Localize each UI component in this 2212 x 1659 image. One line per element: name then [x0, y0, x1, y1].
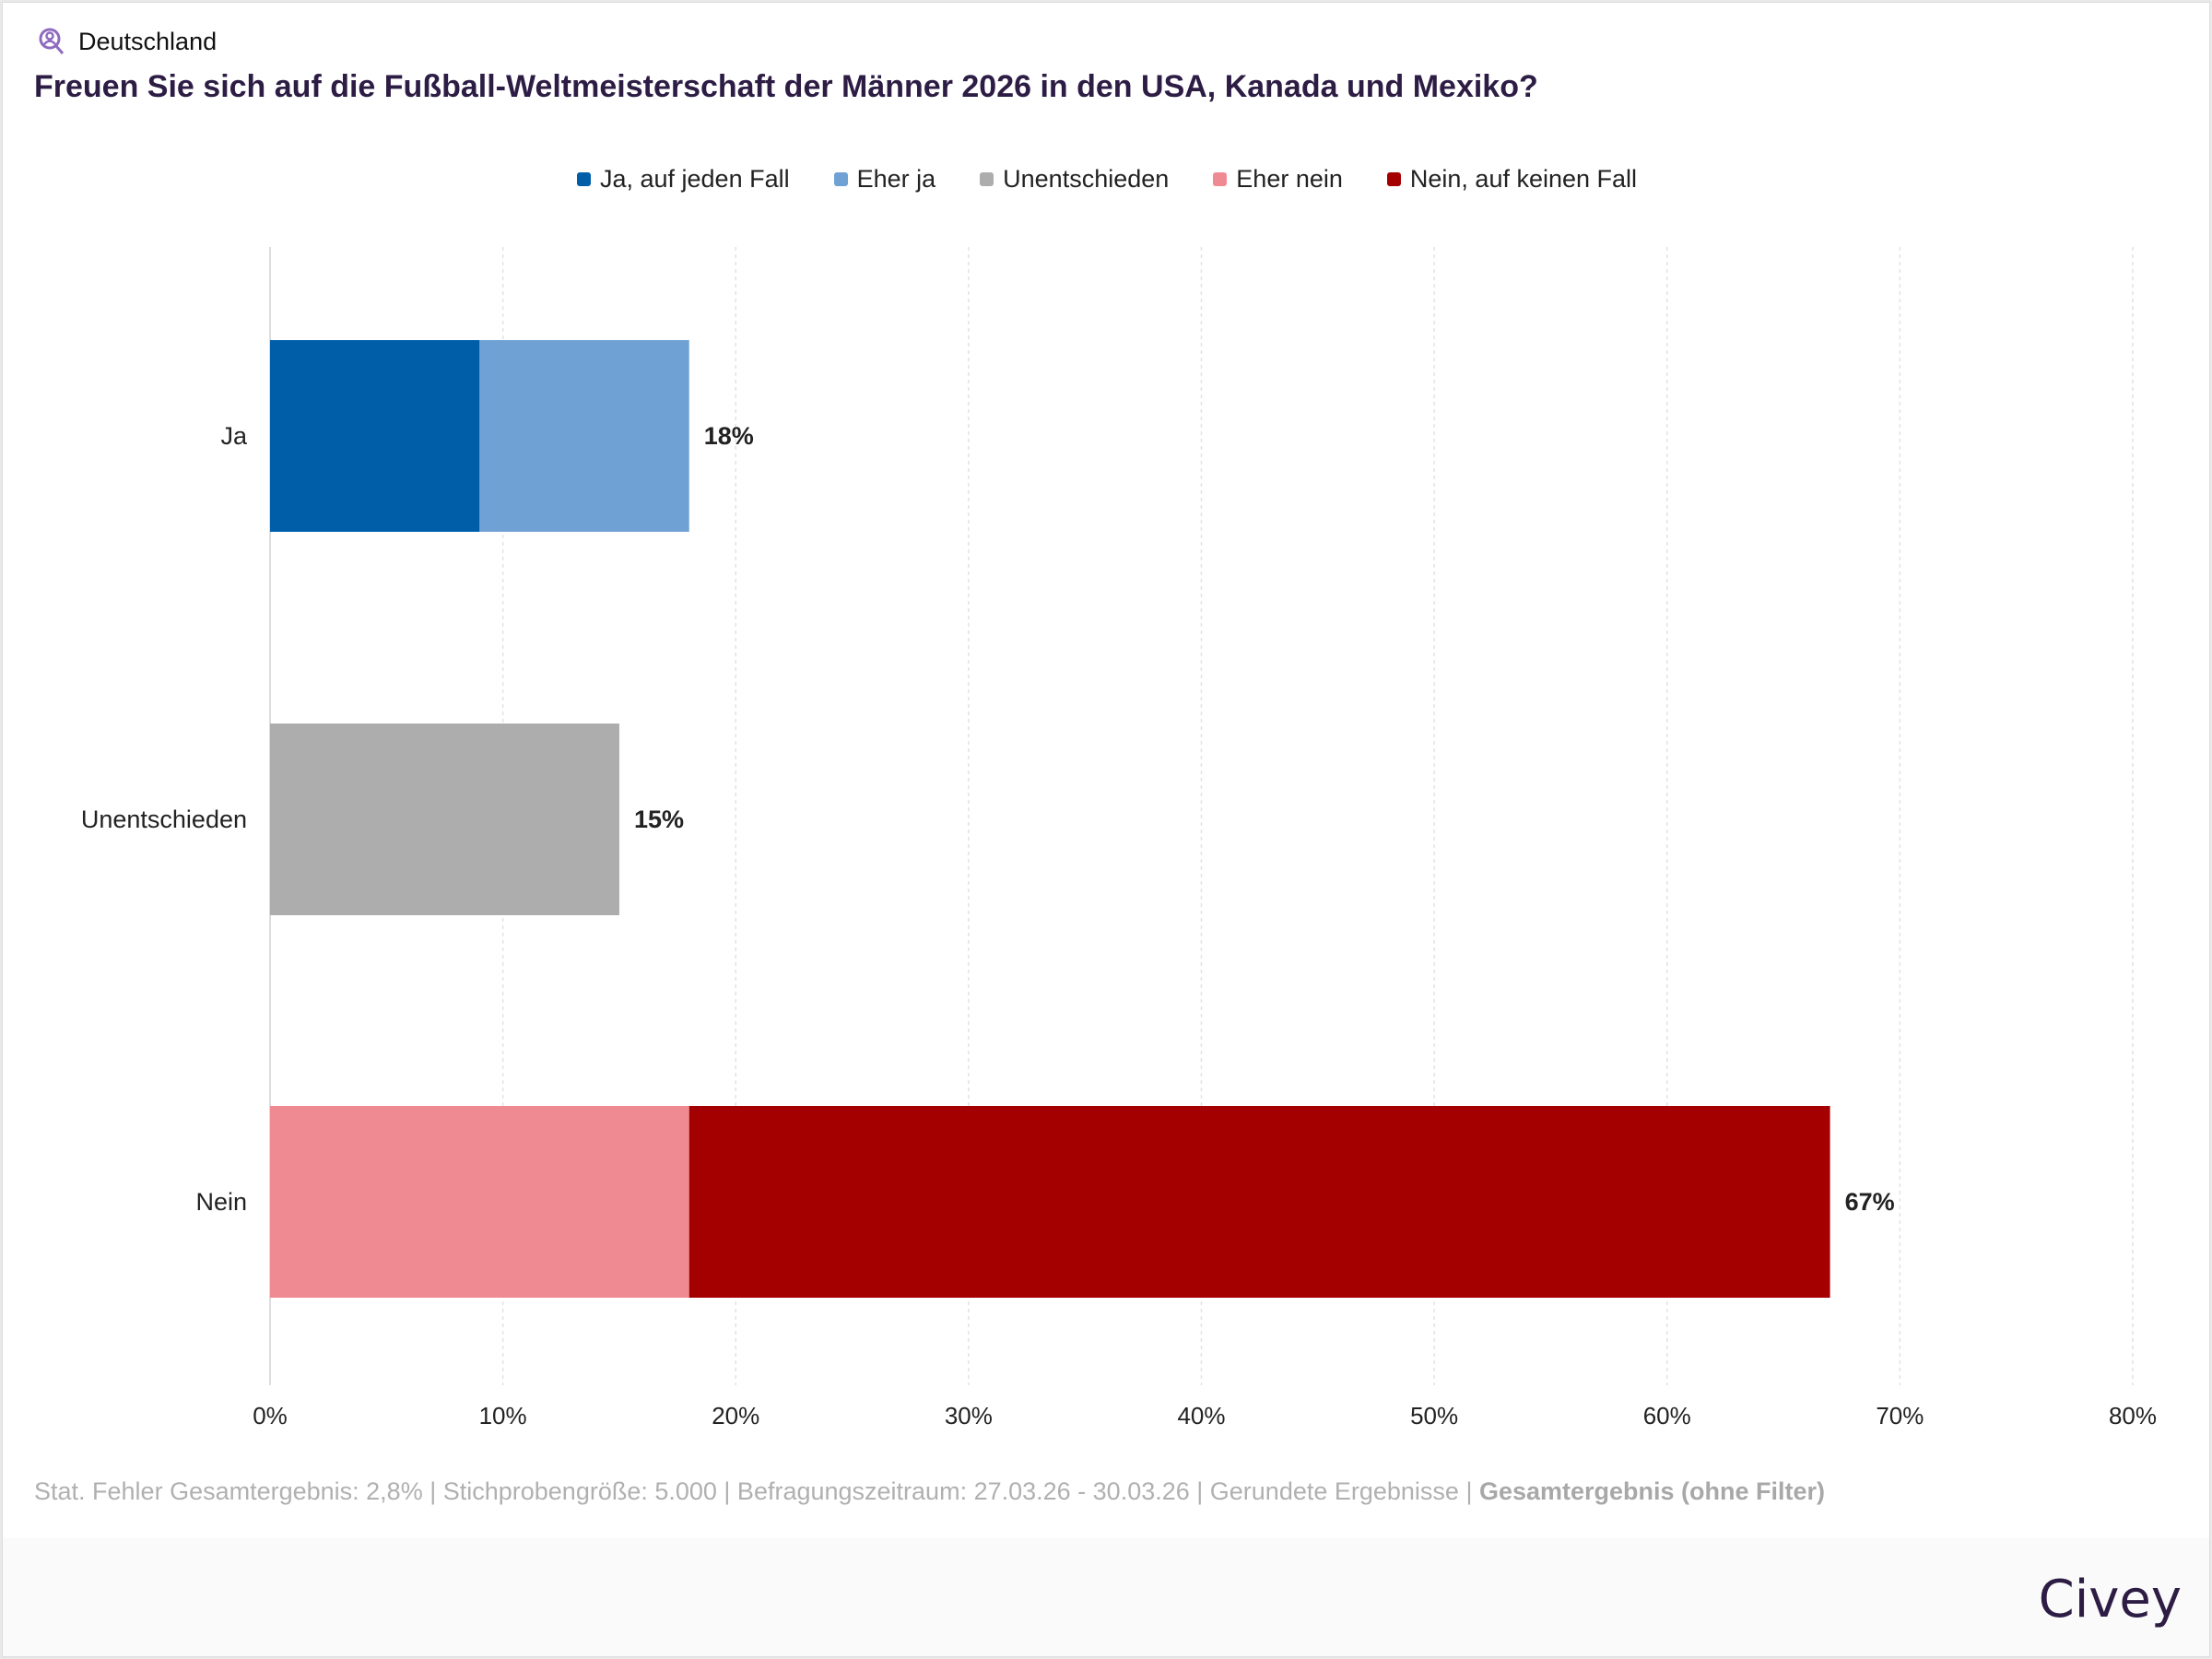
legend-item[interactable]: Eher nein — [1213, 165, 1343, 194]
bar-segment — [479, 340, 689, 532]
legend-label: Nein, auf keinen Fall — [1409, 165, 1638, 193]
x-tick-label: 50% — [1410, 1402, 1458, 1430]
x-tick-label: 30% — [945, 1402, 993, 1430]
footer-text: Stat. Fehler Gesamtergebnis: 2,8% | Stic… — [34, 1477, 1479, 1505]
legend-item[interactable]: Nein, auf keinen Fall — [1386, 165, 1638, 194]
legend-item[interactable]: Ja, auf jeden Fall — [576, 165, 790, 194]
bar-chart: 0% 10% 20% 30% 40% 50% 60% 70% 80% Ja 18% Unentschi… — [81, 247, 2157, 1430]
legend-swatch — [1213, 172, 1228, 186]
region-label: Deutschland — [38, 27, 217, 56]
legend: Ja, auf jeden Fall Eher ja Unentschieden Eh… — [3, 165, 2211, 194]
bar-segment — [270, 340, 480, 532]
legend-label: Eher nein — [1236, 165, 1343, 193]
legend-swatch — [576, 172, 591, 186]
x-tick-label: 60% — [1643, 1402, 1691, 1430]
bar-segment — [270, 724, 619, 915]
x-tick-label: 0% — [253, 1402, 288, 1430]
footer-band — [3, 1538, 2209, 1656]
footer-note: Stat. Fehler Gesamtergebnis: 2,8% | Stic… — [34, 1477, 1825, 1506]
x-tick-label: 40% — [1177, 1402, 1225, 1430]
legend-swatch — [1386, 172, 1401, 186]
legend-label: Ja, auf jeden Fall — [599, 165, 790, 193]
bar-segment — [688, 1106, 1830, 1298]
region-text: Deutschland — [78, 27, 218, 55]
total-label: 67% — [1845, 1188, 1895, 1216]
x-tick-label: 20% — [712, 1402, 759, 1430]
category-label: Unentschieden — [81, 806, 247, 833]
person-search-icon — [39, 28, 65, 54]
legend-item[interactable]: Unentschieden — [980, 165, 1169, 194]
category-label: Ja — [220, 422, 248, 450]
bar-segment — [270, 1106, 689, 1298]
x-tick-label: 70% — [1876, 1402, 1924, 1430]
chart-title: Freuen Sie sich auf die Fußball-Weltmeis… — [34, 69, 1538, 104]
category-label: Nein — [195, 1188, 247, 1216]
total-label: 15% — [634, 806, 684, 833]
legend-swatch — [833, 172, 848, 186]
x-tick-label: 10% — [479, 1402, 527, 1430]
legend-label: Unentschieden — [1003, 165, 1170, 193]
x-tick-label: 80% — [2109, 1402, 2157, 1430]
legend-item[interactable]: Eher ja — [833, 165, 936, 194]
footer-filter: Gesamtergebnis (ohne Filter) — [1478, 1477, 1826, 1505]
legend-label: Eher ja — [856, 165, 936, 193]
civey-logo: Civey — [2038, 1570, 2182, 1630]
legend-swatch — [980, 172, 994, 186]
total-label: 18% — [704, 422, 754, 450]
